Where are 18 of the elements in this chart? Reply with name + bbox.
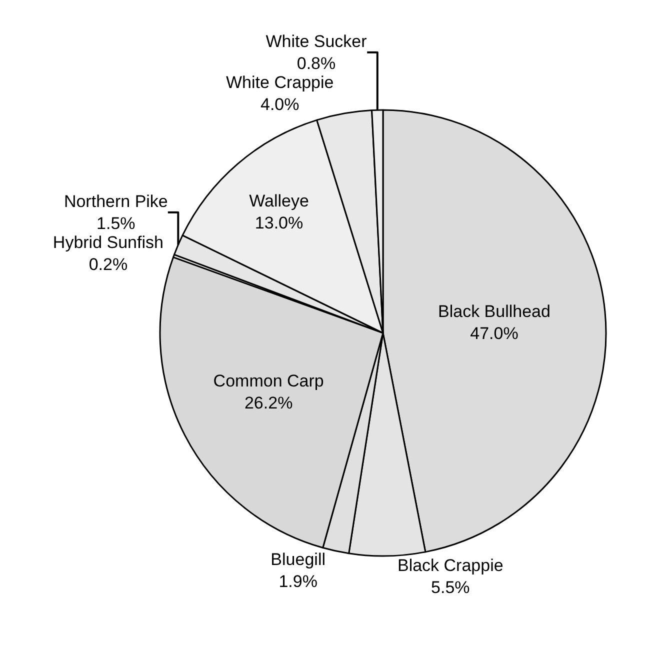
- data-label: 47.0%: [470, 324, 518, 343]
- slice-label: Black Crappie: [397, 556, 504, 575]
- data-label: 13.0%: [254, 213, 304, 232]
- data-label: 1.5%: [96, 214, 136, 233]
- data-label: 0.8%: [296, 54, 336, 73]
- data-label: 5.5%: [431, 578, 470, 598]
- data-label: 4.0%: [260, 95, 300, 114]
- slice-label: Hybrid Sunfish: [52, 232, 164, 252]
- slice-label: Northern Pike: [64, 192, 168, 211]
- data-label: 1.9%: [278, 572, 318, 592]
- slice-label: Black Bullhead: [438, 302, 550, 321]
- slice-label: Walleye: [249, 191, 309, 210]
- slice-label: White Crappie: [226, 72, 334, 92]
- data-label: 0.2%: [88, 254, 128, 274]
- slice-label: Common Carp: [213, 371, 324, 390]
- data-label: 26.2%: [244, 393, 293, 412]
- slice-label: White Sucker: [266, 32, 368, 51]
- slice-label: Bluegill: [270, 550, 326, 570]
